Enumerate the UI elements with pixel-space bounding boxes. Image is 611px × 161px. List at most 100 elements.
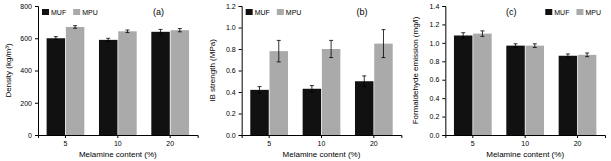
legend-item: MPU [576, 9, 601, 16]
legend: MUFMPU [246, 9, 302, 16]
bar [250, 90, 268, 135]
x-tick: 5 [64, 135, 68, 147]
error-bar [258, 87, 262, 93]
x-axis: 51020 [39, 135, 199, 147]
x-tick: 5 [471, 135, 475, 147]
y-tick: 0.0 [226, 132, 242, 139]
x-tick: 20 [574, 135, 582, 147]
error-bar-line [515, 44, 516, 48]
legend-label: MPU [82, 9, 98, 16]
y-tick: 0.2 [430, 113, 446, 120]
error-bar [533, 44, 537, 48]
bar [66, 27, 84, 135]
x-tick-label: 10 [318, 140, 326, 147]
error-bar [159, 29, 163, 34]
axis-domain [35, 7, 39, 136]
y-tick-label: 0.4 [430, 95, 440, 102]
x-axis: 5 10 20 [446, 135, 606, 147]
error-bar [329, 40, 333, 57]
y-tick-mark [442, 61, 445, 62]
legend-swatch [576, 9, 583, 15]
y-tick: 1.4 [430, 3, 446, 10]
x-tick: 10 [114, 135, 122, 147]
error-bar-line [482, 31, 483, 37]
bar [151, 32, 169, 135]
legend-item: MUF [246, 9, 270, 16]
legend-label: MPU [585, 9, 601, 16]
bar [559, 56, 577, 135]
y-tick-label: 0.0 [226, 132, 236, 139]
error-bar-line [55, 37, 56, 40]
legend-item: MUF [545, 9, 569, 16]
bar [473, 34, 491, 135]
error-bar-line [362, 75, 366, 76]
error-bar [566, 54, 570, 58]
bar-series [270, 30, 393, 135]
x-tick-mark [269, 135, 270, 138]
error-bar-line [533, 47, 537, 48]
error-bar-line [73, 28, 77, 29]
axis-domain [446, 136, 606, 139]
y-tick: 400 [20, 67, 38, 74]
bar-series [47, 29, 170, 135]
y-tick-mark [35, 135, 38, 136]
y-tick: 0.0 [430, 132, 446, 139]
error-bar-line [364, 76, 365, 87]
bar [322, 49, 340, 135]
error-bar-line [54, 39, 58, 40]
error-bar [461, 33, 465, 39]
x-tick-mark [472, 135, 473, 138]
error-bar-line [329, 40, 333, 41]
legend-swatch [73, 9, 80, 15]
x-tick-mark [65, 135, 66, 138]
error-bar-line [108, 38, 109, 41]
y-axis-title: IB strength (MPa) [208, 39, 217, 102]
y-tick-mark [442, 6, 445, 7]
y-tick: 0.4 [226, 89, 242, 96]
bar-series [66, 26, 189, 135]
y-tick-label: 0.8 [430, 58, 440, 65]
bar [99, 40, 117, 135]
legend-swatch [277, 9, 284, 15]
y-axis: 0.00.20.40.60.81.01.2 [226, 3, 242, 139]
axis-domain [39, 136, 199, 139]
bar [171, 30, 189, 135]
x-tick-label: 20 [574, 140, 582, 147]
x-tick: 10 [521, 135, 529, 147]
error-bar-line [54, 36, 58, 37]
y-tick-mark [239, 114, 242, 115]
error-bar-line [277, 40, 281, 41]
y-tick-label: 0 [28, 132, 32, 139]
legend-swatch [42, 9, 49, 15]
error-bar-line [463, 33, 464, 39]
x-axis: 51020 [242, 135, 402, 147]
x-tick-label: 5 [64, 140, 68, 147]
y-tick-label: 0.2 [430, 113, 440, 120]
error-bar-line [566, 57, 570, 58]
error-bar-line [259, 87, 260, 93]
y-tick-label: 200 [20, 99, 32, 106]
legend: MUFMPU [42, 9, 98, 16]
bar [526, 46, 544, 135]
bar [454, 35, 472, 135]
x-tick-label: 10 [521, 140, 529, 147]
error-bar-line [125, 30, 129, 31]
error-bar [381, 30, 385, 58]
y-axis-title: Density (kg/m³) [4, 43, 13, 98]
legend-swatch [545, 9, 552, 15]
error-bar [178, 29, 182, 32]
x-tick: 10 [318, 135, 326, 147]
panel-label: (b) [357, 7, 368, 17]
error-bar-line [311, 86, 312, 92]
error-bar-line [480, 30, 484, 31]
y-tick-label: 1.2 [430, 21, 440, 28]
legend-label: MUF [255, 9, 270, 16]
y-tick-label: 800 [20, 3, 32, 10]
bar-series [473, 31, 596, 135]
error-bar-line [514, 43, 518, 44]
error-bar-line [585, 56, 589, 57]
x-tick-mark [525, 135, 526, 138]
y-axis: 0.00.20.40.60.81.01.21.4 [430, 3, 446, 139]
legend: MUF MPU [545, 9, 601, 16]
y-tick-label: 400 [20, 67, 32, 74]
